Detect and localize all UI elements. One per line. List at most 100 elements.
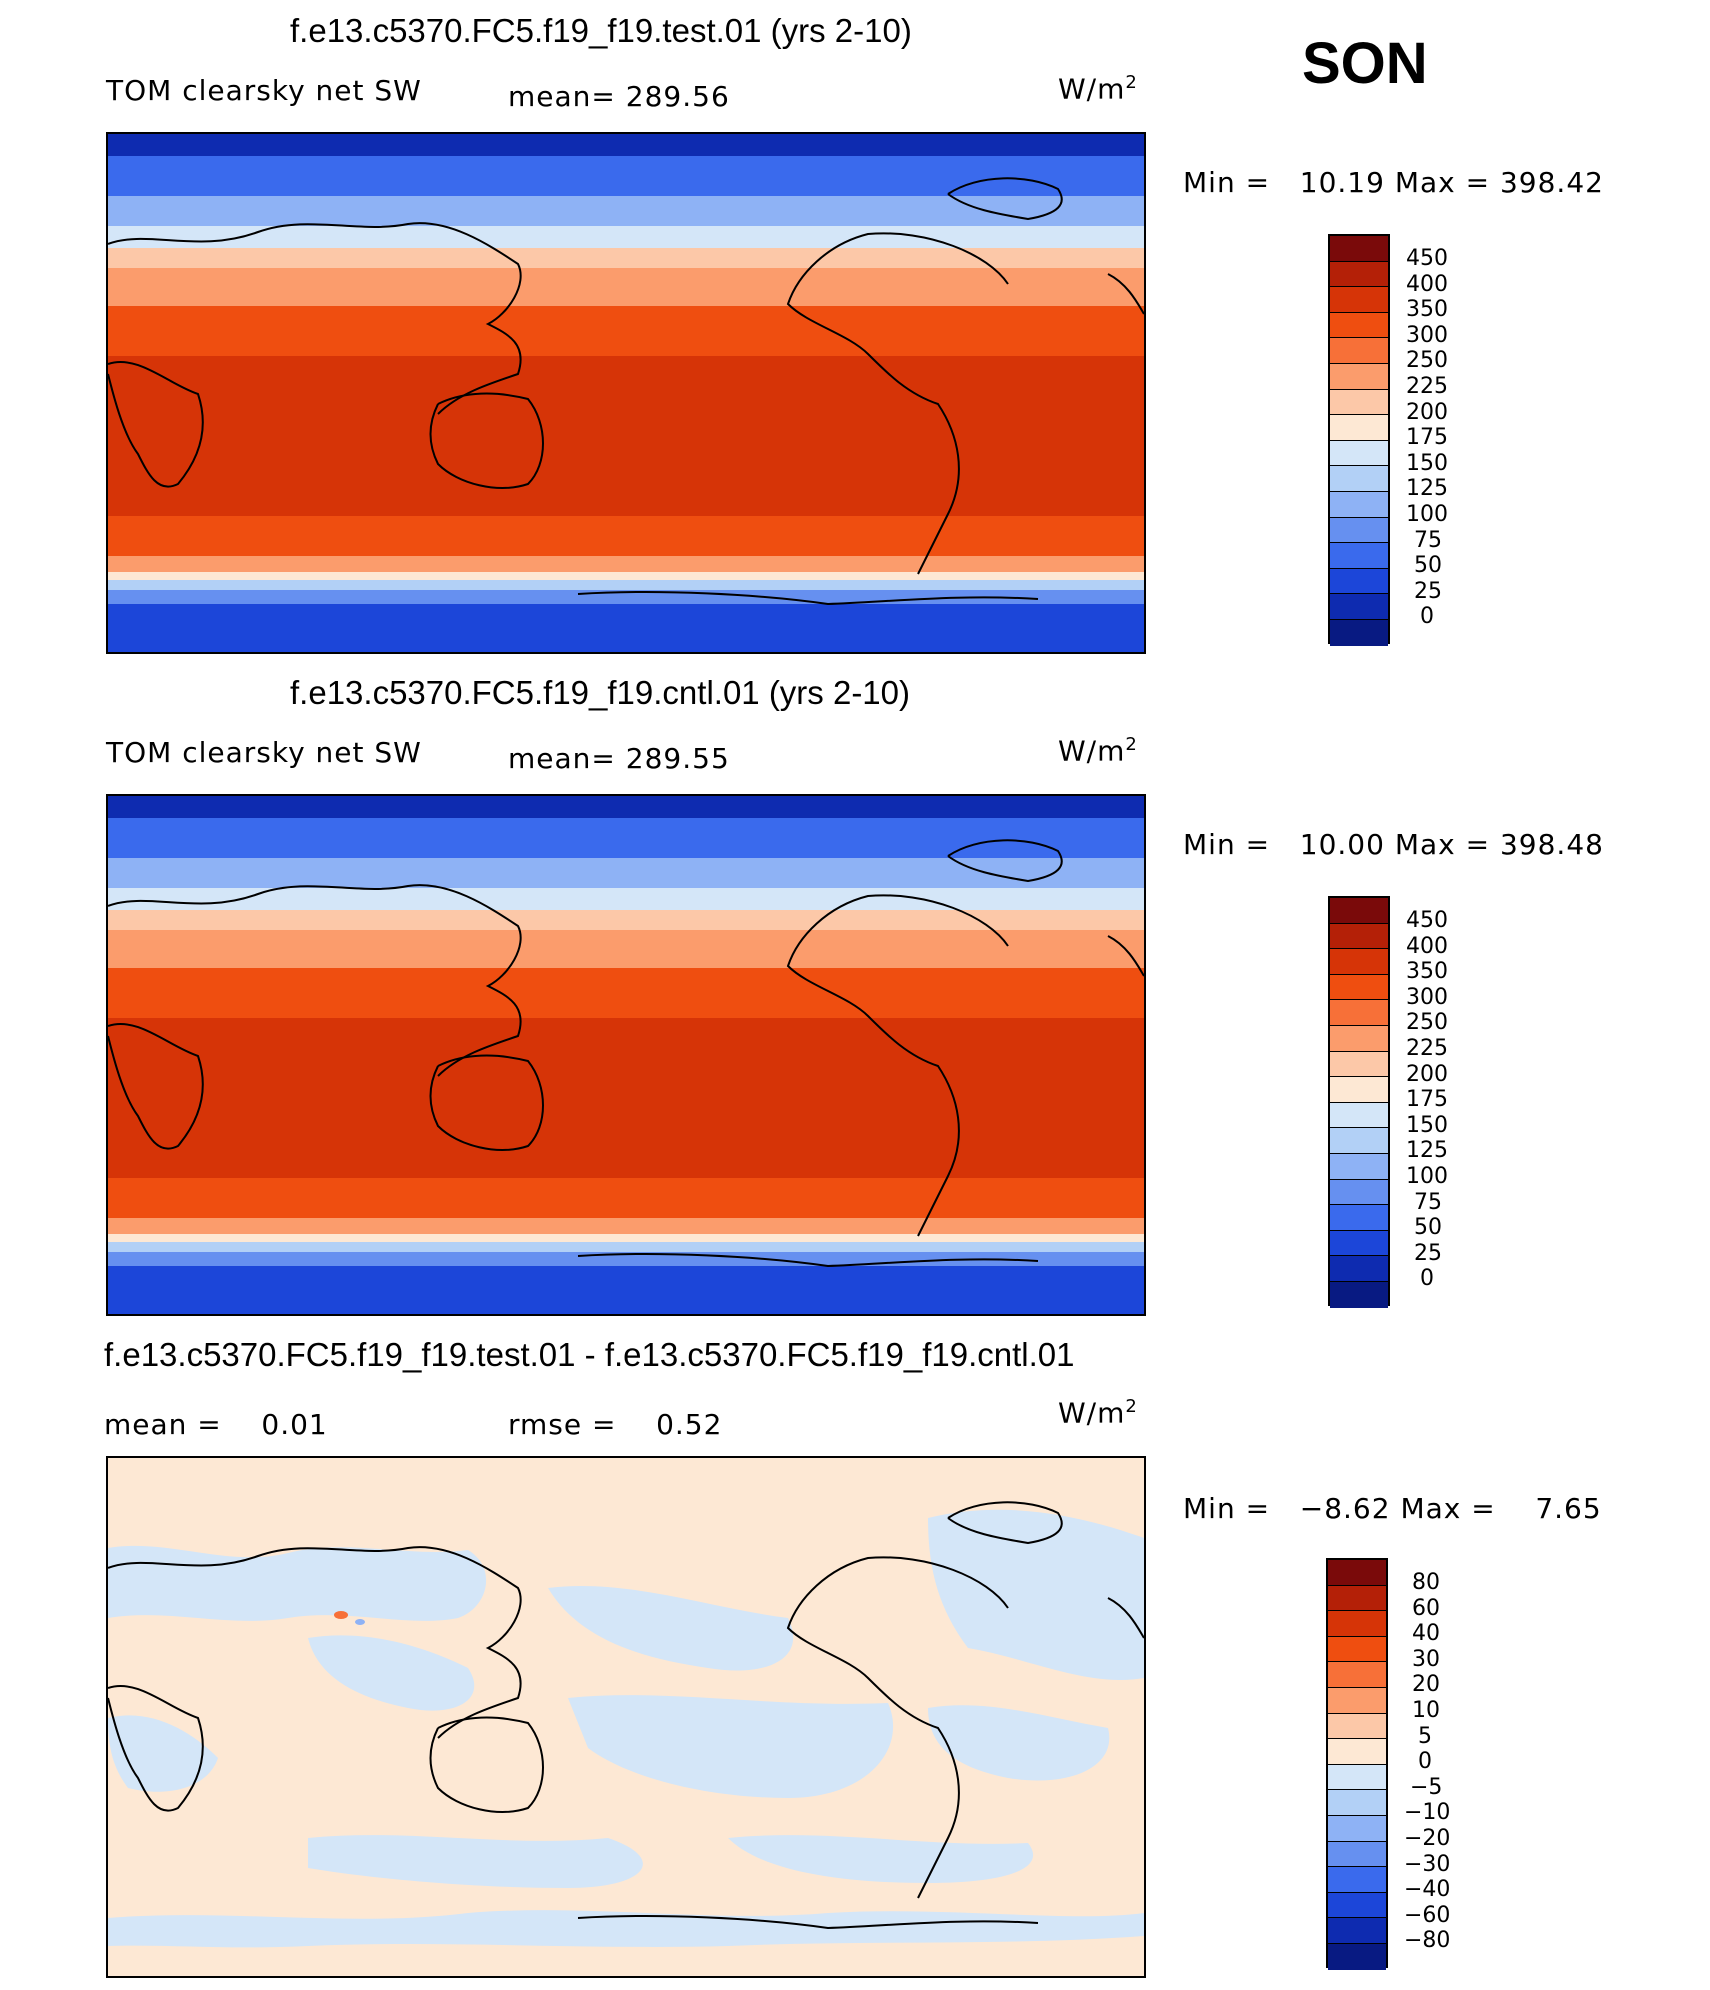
panel3-colorbar-swatch (1328, 1918, 1386, 1944)
colorbar-label: 400 (1406, 272, 1448, 297)
panel2-colorbar (1328, 896, 1390, 1308)
panel1-colorbar-swatch (1330, 287, 1388, 313)
panel2-colorbar-swatch (1330, 1102, 1388, 1129)
panel1-colorbar-swatch (1330, 543, 1388, 569)
panel1-colorbar-swatch (1330, 338, 1388, 364)
colorbar-label: 225 (1406, 1036, 1448, 1061)
colorbar-label: 350 (1406, 959, 1448, 984)
colorbar-label: 75 (1414, 1190, 1442, 1215)
panel2-colorbar-swatch (1330, 923, 1388, 950)
colorbar-label: 40 (1412, 1621, 1440, 1646)
colorbar-label: −30 (1404, 1852, 1451, 1877)
colorbar-label: 50 (1414, 1215, 1442, 1240)
panel2-colorbar-swatch (1330, 1128, 1388, 1154)
colorbar-label: 100 (1406, 1164, 1448, 1189)
colorbar-label: −20 (1404, 1826, 1451, 1851)
colorbar-label: 30 (1412, 1647, 1440, 1672)
panel1-title: f.e13.c5370.FC5.f19_f19.test.01 (yrs 2-1… (290, 12, 912, 49)
colorbar-label: 50 (1414, 553, 1442, 578)
panel1-map (106, 132, 1146, 654)
colorbar-label: 5 (1418, 1724, 1432, 1749)
panel1-colorbar-swatch (1330, 440, 1388, 467)
panel2-colorbar-swatch (1330, 898, 1388, 924)
panel2-colorbar-swatch (1330, 1000, 1388, 1026)
colorbar-label: −60 (1404, 1903, 1451, 1928)
colorbar-label: −80 (1404, 1928, 1451, 1953)
panel1-colorbar-swatch (1330, 389, 1388, 416)
colorbar-label: 0 (1418, 1749, 1432, 1774)
panel2-colorbar-swatch (1330, 1205, 1388, 1231)
panel3-minmax: Min = −8.62 Max = 7.65 (1183, 1492, 1602, 1525)
panel2-colorbar-swatch (1330, 1256, 1388, 1282)
panel2-colorbar-swatch (1330, 1179, 1388, 1206)
colorbar-label: −5 (1410, 1775, 1443, 1800)
colorbar-label: 25 (1414, 579, 1442, 604)
colorbar-label: 125 (1406, 1138, 1448, 1163)
colorbar-label: 450 (1406, 246, 1448, 271)
panel3-colorbar-swatch (1328, 1867, 1386, 1893)
colorbar-label: 200 (1406, 400, 1448, 425)
panel2-colorbar-swatch (1330, 1025, 1388, 1052)
panel3-colorbar-swatch (1328, 1764, 1386, 1791)
panel1-colorbar-swatch (1330, 236, 1388, 262)
colorbar-label: 175 (1406, 425, 1448, 450)
panel3-units: W/m2 (1058, 1396, 1138, 1430)
panel1-colorbar-swatch (1330, 517, 1388, 544)
panel2-mean: mean= 289.55 (508, 742, 730, 775)
panel3-map (106, 1456, 1146, 1978)
panel3-colorbar-swatch (1328, 1636, 1386, 1663)
panel2-colorbar-swatch (1330, 1230, 1388, 1257)
panel3-title: f.e13.c5370.FC5.f19_f19.test.01 - f.e13.… (104, 1336, 1075, 1373)
panel2-title: f.e13.c5370.FC5.f19_f19.cntl.01 (yrs 2-1… (290, 674, 911, 711)
panel2-colorbar-swatch (1330, 1051, 1388, 1078)
season-label: SON (1302, 31, 1428, 96)
panel3-colorbar-swatch (1328, 1943, 1386, 1970)
colorbar-label: −10 (1404, 1800, 1451, 1825)
panel3-rmse: rmse = 0.52 (508, 1408, 723, 1441)
colorbar-label: 0 (1420, 604, 1434, 629)
colorbar-label: 250 (1406, 1010, 1448, 1035)
panel1-colorbar-swatch (1330, 568, 1388, 595)
panel2-colorbar-swatch (1330, 949, 1388, 975)
panel1-colorbar (1328, 234, 1390, 646)
panel3-colorbar-swatch (1328, 1739, 1386, 1765)
colorbar-label: 400 (1406, 934, 1448, 959)
panel2-colorbar-swatch (1330, 1077, 1388, 1103)
colorbar-label: 10 (1412, 1698, 1440, 1723)
panel1-variable: TOM clearsky net SW (106, 74, 422, 107)
panel1-mean: mean= 289.56 (508, 80, 730, 113)
panel2-colorbar-swatch (1330, 974, 1388, 1001)
colorbar-label: 300 (1406, 985, 1448, 1010)
colorbar-label: −40 (1404, 1877, 1451, 1902)
panel1-minmax: Min = 10.19 Max = 398.42 (1183, 166, 1604, 199)
panel3-colorbar-swatch (1328, 1560, 1386, 1586)
panel1-units: W/m2 (1058, 72, 1138, 106)
colorbar-label: 150 (1406, 1113, 1448, 1138)
panel1-colorbar-swatch (1330, 594, 1388, 620)
panel3-colorbar-swatch (1328, 1790, 1386, 1816)
panel3-mean: mean = 0.01 (104, 1408, 328, 1441)
panel2-colorbar-swatch (1330, 1153, 1388, 1180)
colorbar-label: 200 (1406, 1062, 1448, 1087)
panel1-colorbar-swatch (1330, 619, 1388, 646)
colorbar-label: 25 (1414, 1241, 1442, 1266)
panel2-map (106, 794, 1146, 1316)
colorbar-label: 225 (1406, 374, 1448, 399)
colorbar-label: 350 (1406, 297, 1448, 322)
colorbar-label: 175 (1406, 1087, 1448, 1112)
panel3-colorbar-swatch (1328, 1585, 1386, 1612)
colorbar-label: 300 (1406, 323, 1448, 348)
colorbar-label: 250 (1406, 348, 1448, 373)
colorbar-label: 20 (1412, 1672, 1440, 1697)
panel1-colorbar-swatch (1330, 312, 1388, 339)
panel1-colorbar-swatch (1330, 363, 1388, 390)
colorbar-label: 0 (1420, 1266, 1434, 1291)
colorbar-label: 125 (1406, 476, 1448, 501)
panel1-colorbar-swatch (1330, 261, 1388, 288)
panel3-colorbar-swatch (1328, 1662, 1386, 1688)
panel1-colorbar-swatch (1330, 415, 1388, 441)
panel1-colorbar-swatch (1330, 466, 1388, 492)
panel3-colorbar-swatch (1328, 1687, 1386, 1714)
colorbar-label: 80 (1412, 1570, 1440, 1595)
panel2-units: W/m2 (1058, 734, 1138, 768)
